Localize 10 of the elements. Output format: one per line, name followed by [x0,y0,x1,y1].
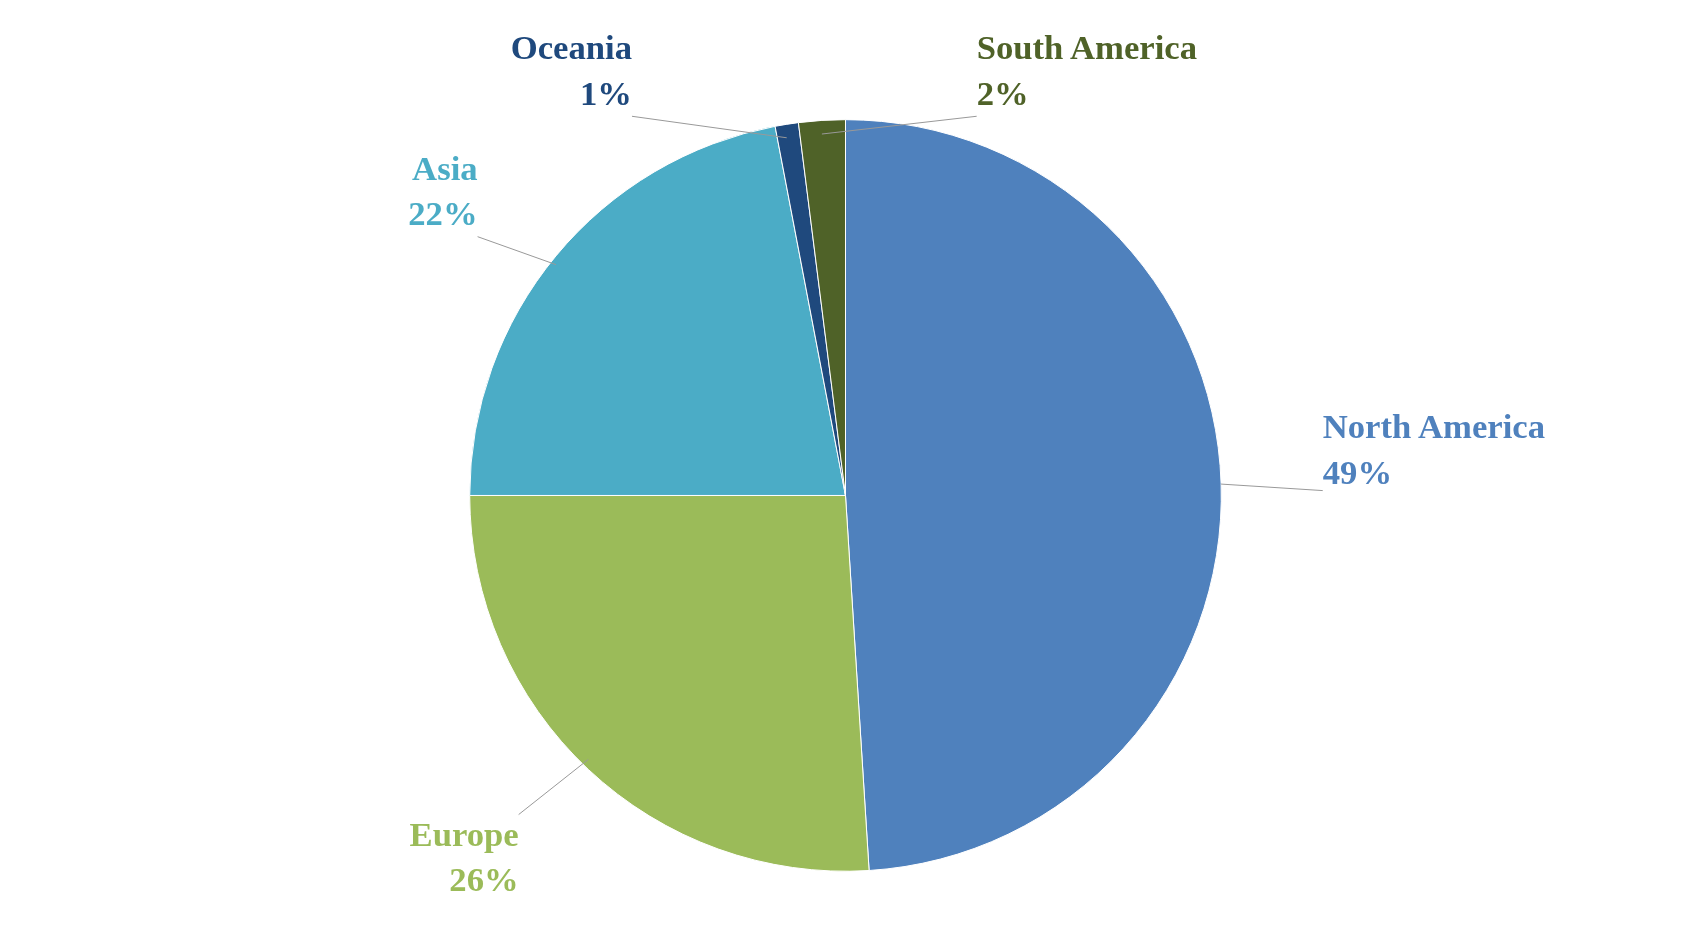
slice-label: South America [976,28,1198,67]
data-label: 2% [976,74,1029,113]
slice-label: North America [1322,406,1546,445]
slice-label: Asia [412,148,478,187]
slice-label: Europe [409,814,519,853]
slice-label: Oceania [510,28,632,67]
data-label: 1% [579,74,632,113]
data-label: 49% [1322,452,1393,491]
data-label: 22% [408,194,478,233]
data-label: 26% [449,860,519,899]
